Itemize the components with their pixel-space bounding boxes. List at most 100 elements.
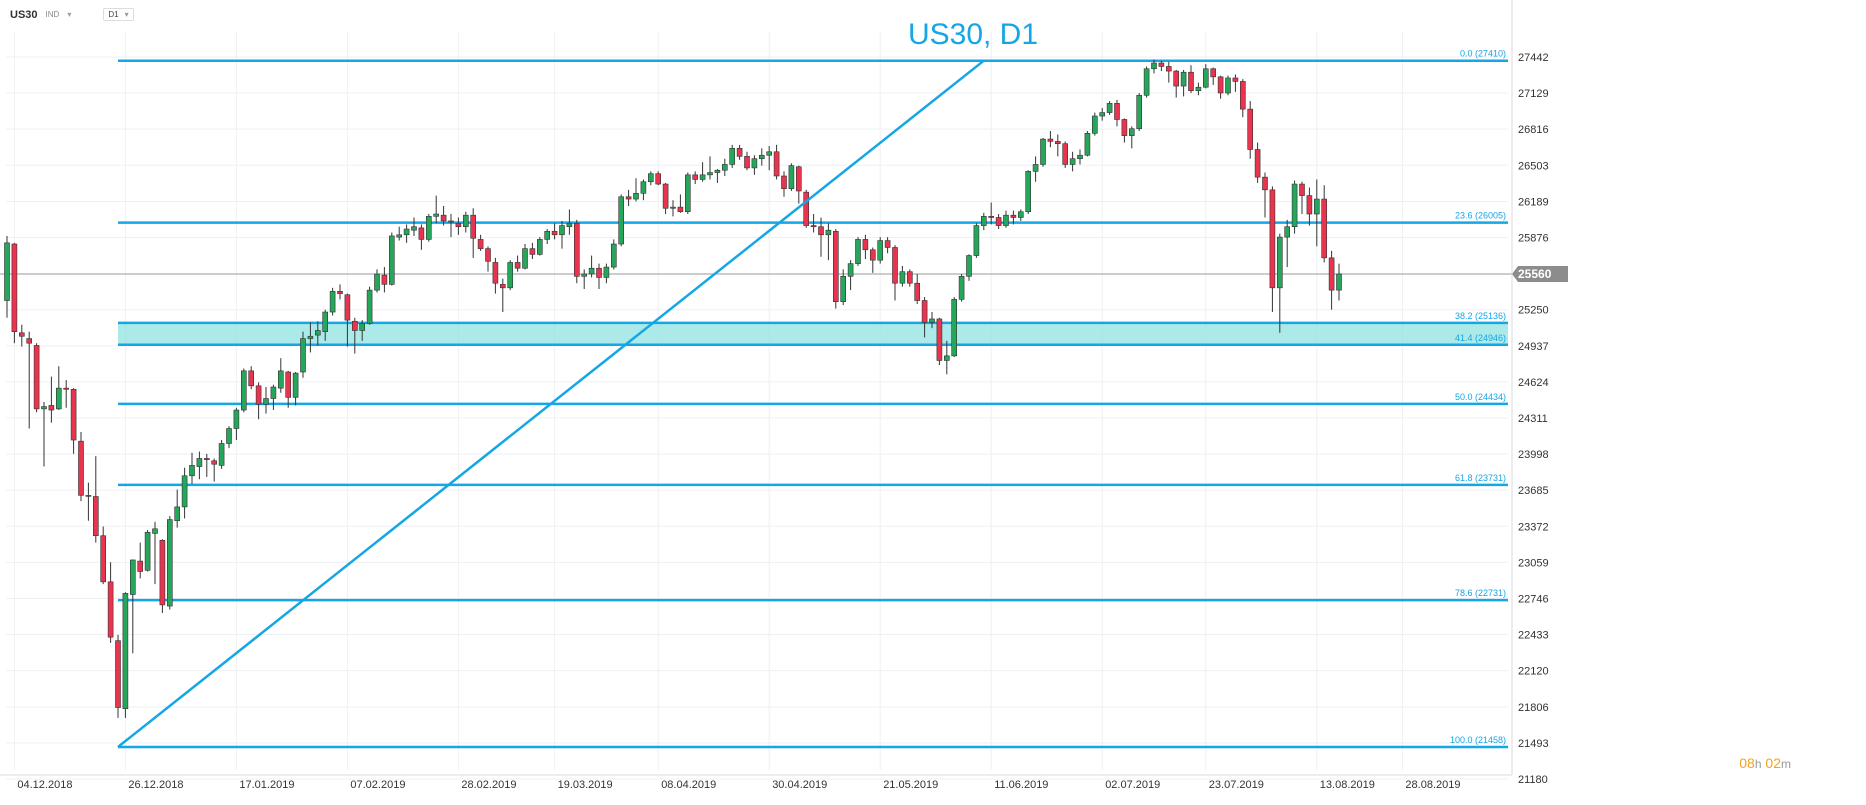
candle — [137, 542, 143, 579]
fib-level-label: 61.8 (23731) — [1455, 473, 1506, 483]
candle — [292, 371, 299, 406]
candle — [226, 426, 232, 449]
candle-body — [255, 385, 262, 405]
candle — [1025, 170, 1031, 215]
candle — [943, 340, 950, 375]
instrument-type: IND — [45, 10, 60, 19]
candle — [144, 529, 151, 572]
chart-title: US30, D1 — [907, 18, 1039, 51]
candle-body — [1129, 128, 1135, 136]
grid — [6, 32, 1508, 780]
y-tick-label: 26189 — [1518, 196, 1549, 208]
candle — [1069, 151, 1076, 172]
candle-body — [647, 173, 654, 183]
candle-body — [751, 158, 758, 169]
candle-body — [18, 332, 25, 337]
candle-body — [1247, 108, 1253, 150]
candle-body — [573, 222, 580, 277]
timer-hours-unit: h — [1754, 757, 1762, 771]
candle-body — [1069, 158, 1076, 165]
candle — [130, 559, 136, 654]
chevron-down-icon[interactable]: ▾ — [67, 10, 72, 19]
candle-body — [1010, 214, 1017, 218]
candle — [1055, 134, 1061, 157]
candle — [995, 214, 1002, 230]
candle — [788, 163, 795, 191]
candle — [522, 244, 528, 270]
fib-level-label: 23.6 (26005) — [1455, 211, 1506, 221]
candle-body — [78, 440, 84, 496]
candle-body — [995, 217, 1002, 226]
candle-body — [847, 263, 854, 277]
candle — [936, 317, 943, 366]
y-tick-label: 22433 — [1518, 630, 1549, 642]
fib-level-label: 100.0 (21458) — [1450, 735, 1506, 745]
candle — [1099, 107, 1105, 121]
y-tick-label: 24624 — [1518, 377, 1549, 389]
trendline[interactable] — [117, 59, 985, 748]
fib-level-label: 41.4 (24946) — [1455, 333, 1506, 343]
candle-countdown: 08h 02m — [1739, 755, 1791, 771]
candle-body — [1040, 138, 1046, 165]
candle-body — [4, 242, 10, 301]
candle-body — [729, 148, 736, 165]
candle-body — [1328, 257, 1335, 291]
candle-body — [788, 165, 795, 189]
candle — [374, 269, 380, 293]
candle-body — [1055, 141, 1061, 145]
candle — [1306, 187, 1313, 226]
candle — [499, 278, 506, 313]
candle — [174, 489, 180, 528]
candle — [832, 229, 839, 309]
trendline-segment[interactable] — [117, 59, 985, 748]
candle-body — [181, 475, 188, 508]
y-tick-label: 23372 — [1518, 521, 1549, 533]
candle — [603, 263, 610, 284]
candle-body — [1084, 133, 1091, 156]
candle — [596, 263, 602, 289]
candle-body — [818, 226, 824, 236]
candle — [988, 202, 995, 225]
candle-body — [1136, 94, 1142, 130]
y-tick-label: 27129 — [1518, 88, 1549, 100]
candle-body — [610, 243, 617, 268]
candle-body — [633, 192, 639, 200]
candle — [795, 165, 802, 204]
candle-body — [159, 540, 166, 606]
candle-body — [455, 222, 462, 228]
candle — [810, 214, 817, 233]
candle-body — [714, 169, 721, 173]
candle-body — [403, 228, 410, 236]
candle-body — [1336, 273, 1342, 291]
candle-body — [1121, 119, 1128, 136]
candle-body — [1232, 77, 1239, 82]
symbol-toolbar: US30 IND ▾ D1 ▾ — [10, 8, 134, 21]
candle — [744, 151, 750, 171]
candle — [33, 343, 40, 413]
candle-body — [233, 409, 240, 429]
y-tick-label: 23998 — [1518, 449, 1549, 461]
candle — [4, 235, 10, 318]
candle-body — [440, 214, 447, 222]
support-zone — [118, 322, 1508, 345]
candle-body — [226, 428, 232, 444]
candle-body — [529, 248, 536, 255]
candle — [1136, 92, 1142, 132]
candle-body — [292, 372, 299, 398]
timer-minutes: 02 — [1765, 755, 1781, 771]
candle-body — [115, 640, 121, 708]
current-price-label: 25560 — [1518, 267, 1552, 281]
candle-body — [263, 398, 269, 405]
candle-body — [803, 191, 810, 226]
symbol-name[interactable]: US30 — [10, 8, 38, 21]
candlesticks — [4, 59, 1342, 718]
candle — [152, 521, 158, 585]
timeframe-selector[interactable]: D1 ▾ — [103, 8, 134, 21]
candle-body — [1269, 189, 1276, 289]
candle-body — [581, 273, 588, 277]
candle — [1003, 210, 1009, 228]
candle — [640, 179, 647, 201]
candle — [248, 366, 254, 390]
candle-body — [877, 240, 884, 261]
